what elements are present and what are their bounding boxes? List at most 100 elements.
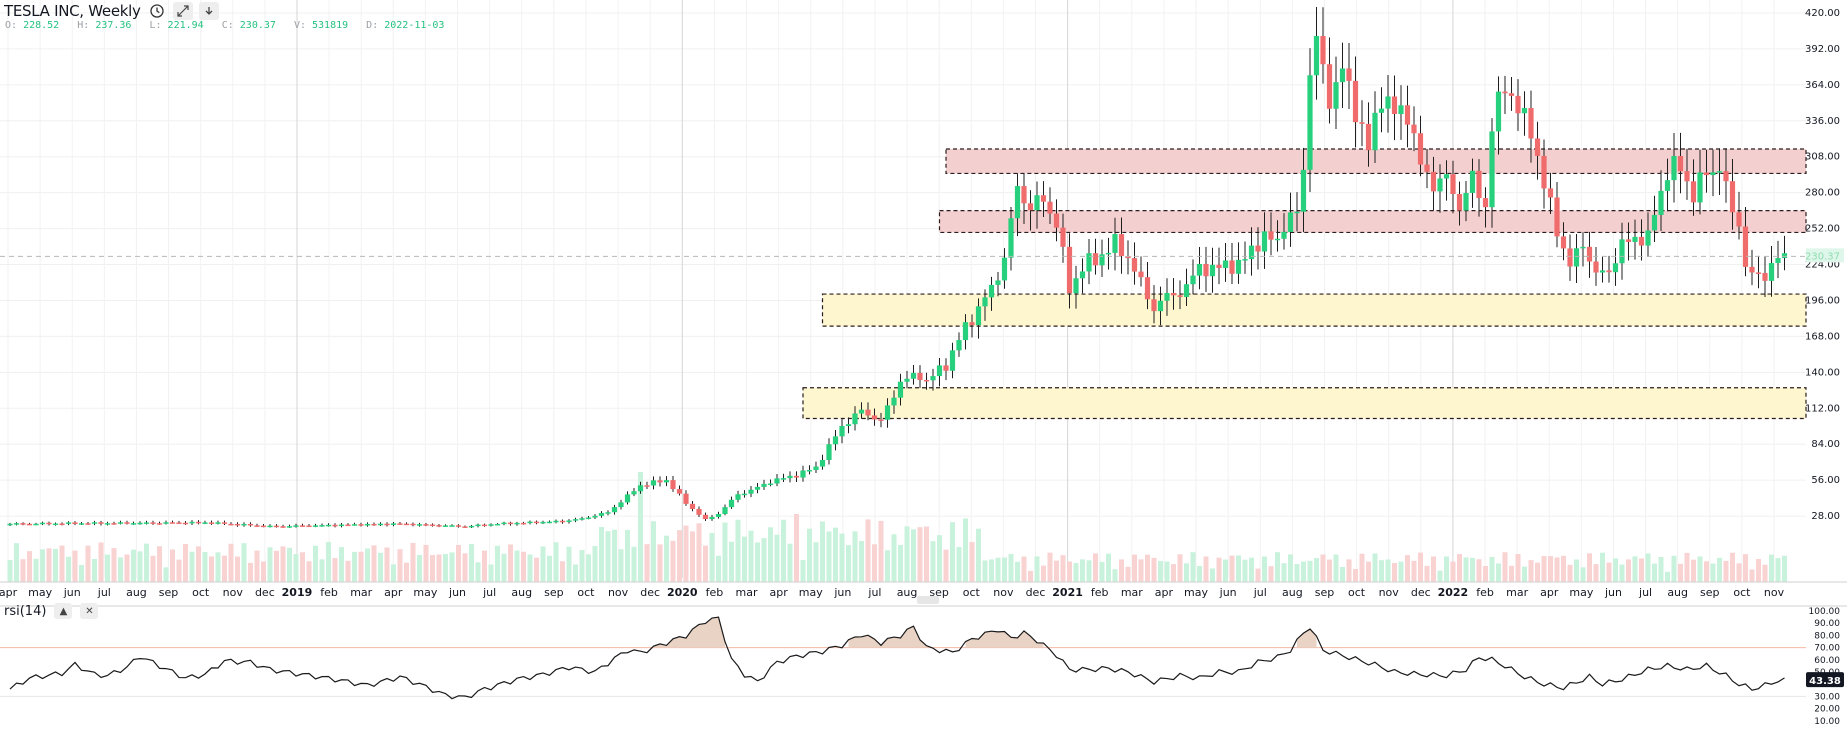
volume-bar	[1028, 570, 1033, 582]
volume-bar	[326, 542, 331, 582]
candle-down	[676, 489, 683, 494]
x-tick-label: oct	[192, 586, 210, 599]
candle-up	[468, 525, 475, 528]
expand-icon[interactable]	[172, 2, 193, 20]
grid-lines	[0, 0, 1806, 578]
candle-up	[787, 475, 793, 479]
volume-bar	[1405, 555, 1410, 582]
candle-up	[325, 524, 332, 527]
volume-bar	[391, 564, 396, 582]
volume-bar	[488, 564, 494, 582]
candle-down	[878, 419, 884, 421]
volume-bar	[976, 528, 981, 582]
volume-bar	[410, 542, 416, 582]
volume-bar	[781, 519, 786, 582]
candle-down	[969, 322, 975, 326]
x-tick-label: dec	[1026, 586, 1046, 599]
volume-bar	[306, 561, 312, 582]
clock-icon[interactable]	[147, 2, 167, 20]
volume-bar	[365, 548, 370, 582]
candle-up	[1489, 131, 1495, 208]
volume-bar	[1756, 559, 1761, 582]
volume-bar	[1132, 554, 1137, 582]
x-tick-label: sep	[544, 586, 563, 599]
volume-bar	[46, 548, 52, 582]
candle-down	[1411, 124, 1417, 134]
volume-bar	[599, 527, 604, 582]
x-tick-label: dec	[1411, 586, 1431, 599]
x-tick-label: jul	[1638, 586, 1652, 599]
volume-bar	[1749, 569, 1755, 582]
candle-down	[1021, 186, 1027, 204]
high-value: 237.36	[95, 20, 132, 31]
candle-down	[1742, 226, 1749, 267]
candle-down	[923, 379, 930, 382]
candle-down	[26, 523, 33, 526]
candle-down	[1131, 258, 1138, 272]
volume-bar	[1528, 560, 1534, 582]
volume-bar	[677, 530, 682, 582]
y-tick-label: 84.00	[1811, 439, 1840, 450]
x-tick-label: mar	[1506, 586, 1528, 599]
candle-down	[1684, 171, 1690, 182]
candle-down	[1638, 236, 1645, 246]
candle-down	[332, 524, 338, 527]
x-tick-label: jun	[448, 586, 466, 599]
volume-bar	[1353, 569, 1358, 582]
candle-up	[962, 322, 969, 341]
candle-up	[735, 494, 741, 500]
arrow-up-icon[interactable]: ▲	[54, 603, 73, 619]
date-label: D:	[366, 20, 379, 31]
y-tick-label: 392.00	[1805, 44, 1840, 55]
x-tick-label: aug	[1282, 586, 1303, 599]
volume-bar	[1177, 554, 1183, 582]
candle-down	[1268, 231, 1274, 240]
candle-up	[1333, 82, 1339, 109]
candle-up	[1521, 108, 1528, 114]
volume-bar	[189, 551, 195, 582]
x-tick-label: apr	[1540, 586, 1559, 599]
volume-bar	[85, 545, 91, 582]
volume-bar	[1411, 560, 1417, 582]
candle-up	[494, 523, 501, 526]
y-tick-label: 308.00	[1805, 152, 1840, 163]
candle-up	[163, 522, 169, 524]
candle-up	[988, 284, 995, 298]
volume-bar	[1060, 555, 1066, 582]
download-icon[interactable]	[198, 2, 219, 20]
volume-bar	[1320, 554, 1326, 582]
candle-up	[137, 522, 143, 525]
x-tick-label: jul	[482, 586, 496, 599]
candle-up	[774, 478, 780, 484]
x-tick-label: mar	[736, 586, 758, 599]
volume-bar	[1697, 556, 1703, 582]
candle-up	[637, 485, 644, 492]
candle-up	[1658, 190, 1664, 215]
x-tick-label: jun	[63, 586, 81, 599]
candle-down	[1170, 292, 1177, 296]
candle-down	[1736, 212, 1742, 227]
volume-bar	[794, 514, 799, 582]
candle-up	[351, 524, 358, 526]
x-tick-label: sep	[1315, 586, 1334, 599]
volume-bar	[696, 523, 702, 582]
volume-bar	[436, 554, 442, 582]
volume-bar	[638, 472, 643, 582]
candle-up	[1261, 231, 1268, 252]
candle-up	[1775, 258, 1781, 264]
candle-down	[1534, 138, 1541, 156]
candle-up	[741, 493, 748, 496]
volume-bar	[1717, 557, 1722, 582]
candle-down	[865, 409, 871, 416]
rsi-tick-label: 30.00	[1814, 692, 1840, 702]
volume-bar	[332, 558, 338, 582]
candle-up	[819, 460, 826, 467]
support-zone	[821, 293, 1807, 327]
volume-bar	[228, 543, 234, 582]
candle-up	[930, 376, 936, 381]
candle-up	[1190, 275, 1196, 285]
volume-bar	[1418, 552, 1423, 582]
close-icon[interactable]: ✕	[80, 603, 99, 619]
volume-bars	[7, 472, 1787, 582]
